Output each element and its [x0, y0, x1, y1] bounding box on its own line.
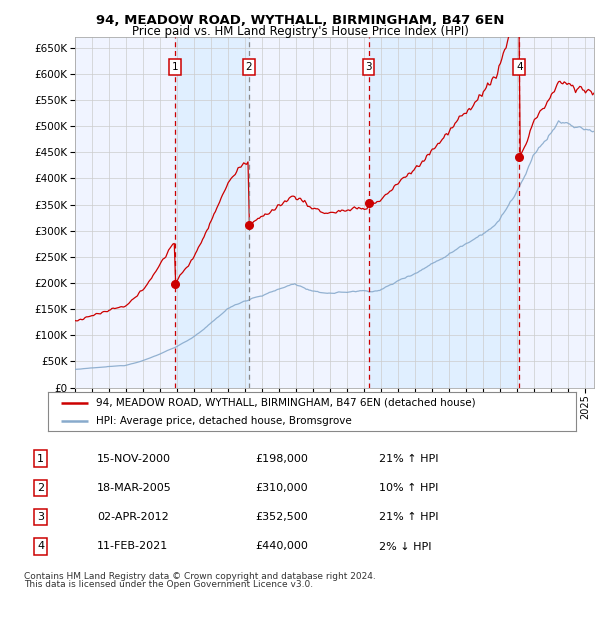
Text: Contains HM Land Registry data © Crown copyright and database right 2024.: Contains HM Land Registry data © Crown c…: [24, 572, 376, 581]
Text: 94, MEADOW ROAD, WYTHALL, BIRMINGHAM, B47 6EN (detached house): 94, MEADOW ROAD, WYTHALL, BIRMINGHAM, B4…: [95, 398, 475, 408]
Text: 11-FEB-2021: 11-FEB-2021: [97, 541, 168, 552]
Text: 1: 1: [37, 453, 44, 464]
Text: 10% ↑ HPI: 10% ↑ HPI: [379, 483, 439, 493]
Text: 2: 2: [245, 62, 252, 72]
Text: 18-MAR-2005: 18-MAR-2005: [97, 483, 172, 493]
Text: £198,000: £198,000: [255, 453, 308, 464]
Text: 2: 2: [37, 483, 44, 493]
Text: £440,000: £440,000: [255, 541, 308, 552]
Bar: [368, 37, 520, 387]
Text: 02-APR-2012: 02-APR-2012: [97, 512, 169, 522]
Text: This data is licensed under the Open Government Licence v3.0.: This data is licensed under the Open Gov…: [24, 580, 313, 590]
Text: 94, MEADOW ROAD, WYTHALL, BIRMINGHAM, B47 6EN: 94, MEADOW ROAD, WYTHALL, BIRMINGHAM, B4…: [96, 14, 504, 27]
Text: 21% ↑ HPI: 21% ↑ HPI: [379, 512, 439, 522]
Text: 21% ↑ HPI: 21% ↑ HPI: [379, 453, 439, 464]
Text: £352,500: £352,500: [255, 512, 308, 522]
Text: 4: 4: [516, 62, 523, 72]
Text: 4: 4: [37, 541, 44, 552]
Text: £310,000: £310,000: [255, 483, 308, 493]
Text: 1: 1: [172, 62, 178, 72]
Text: HPI: Average price, detached house, Bromsgrove: HPI: Average price, detached house, Brom…: [95, 415, 351, 425]
Text: 3: 3: [365, 62, 372, 72]
Text: 2% ↓ HPI: 2% ↓ HPI: [379, 541, 431, 552]
Bar: [175, 37, 249, 387]
Text: Price paid vs. HM Land Registry's House Price Index (HPI): Price paid vs. HM Land Registry's House …: [131, 25, 469, 38]
Text: 3: 3: [37, 512, 44, 522]
Text: 15-NOV-2000: 15-NOV-2000: [97, 453, 171, 464]
